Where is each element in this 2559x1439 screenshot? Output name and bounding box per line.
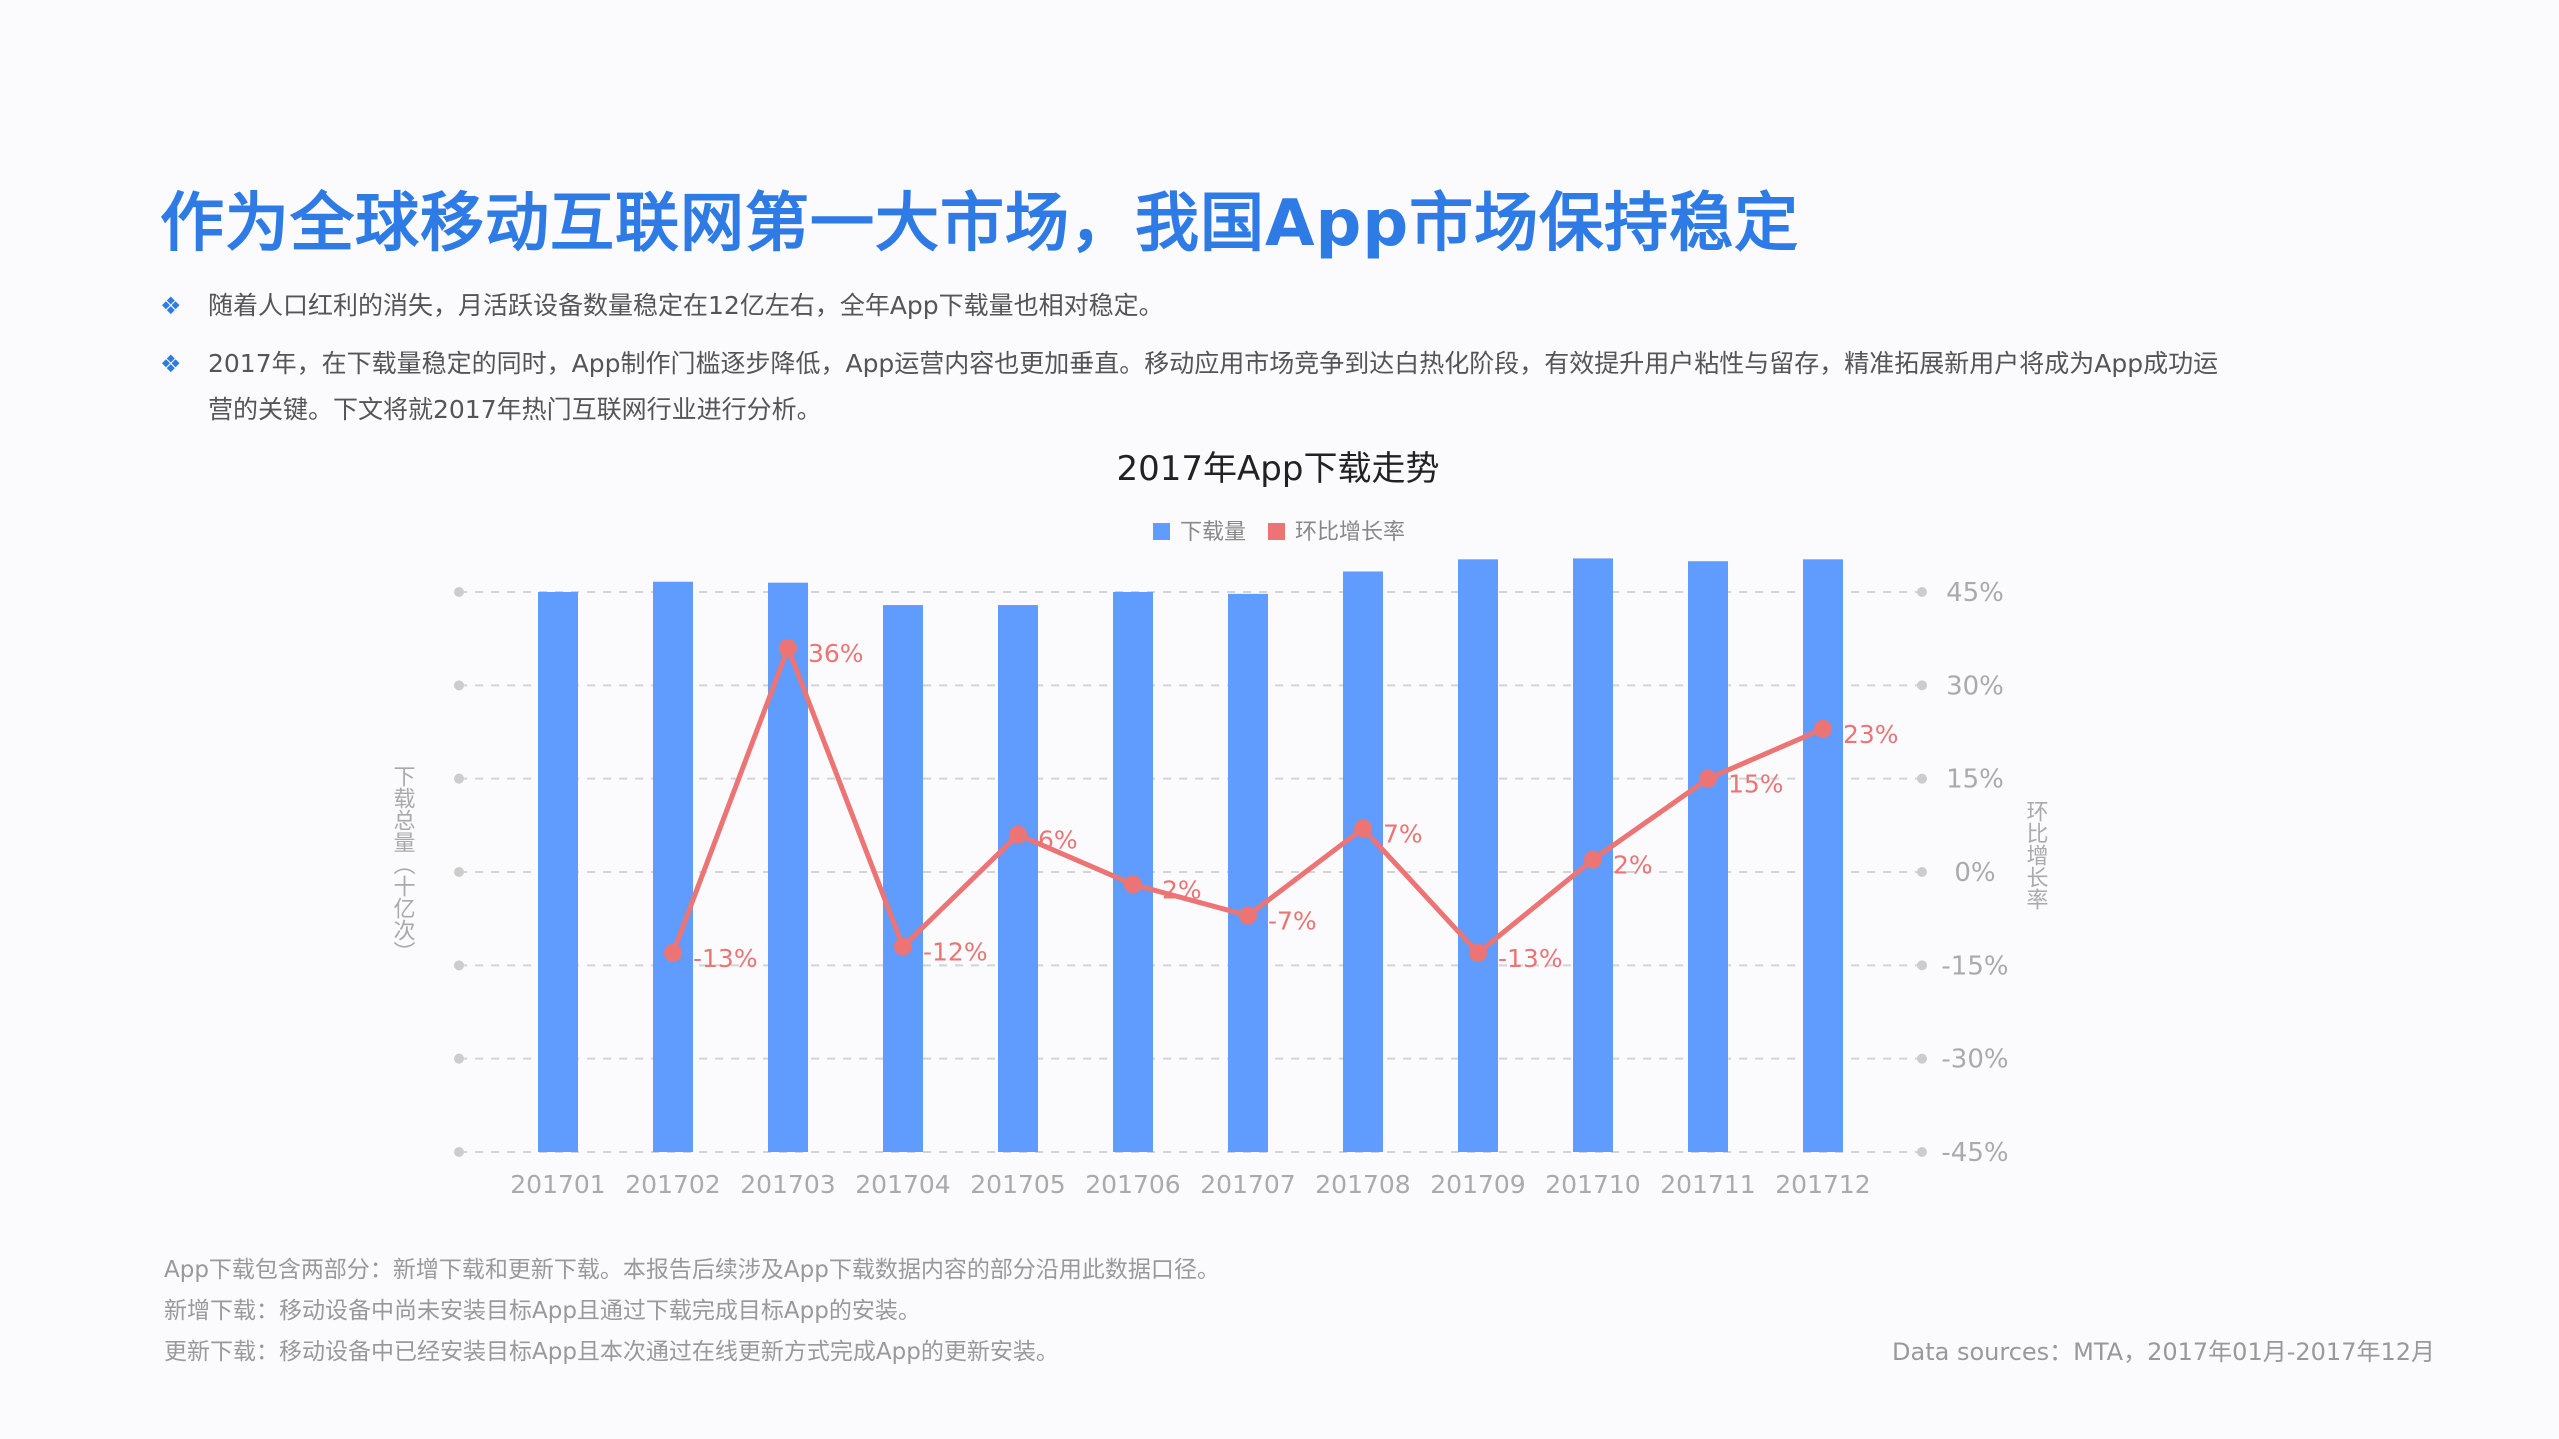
x-tick-label: 201704: [855, 1170, 950, 1199]
legend-swatch-bar: [1153, 523, 1170, 540]
growth-point-201707: [1239, 906, 1257, 925]
growth-data-label: 6%: [1038, 826, 1078, 855]
page-title: 作为全球移动互联网第一大市场，我国App市场保持稳定: [160, 187, 1800, 261]
growth-data-label: -13%: [693, 944, 758, 973]
axis-dot-left: [454, 773, 464, 784]
x-tick-label: 201708: [1315, 1170, 1410, 1199]
axis-dot-right: [1917, 1053, 1927, 1064]
y-axis-right-title: 环比增长率: [2023, 800, 2049, 910]
growth-point-201710: [1584, 850, 1602, 869]
y-tick-label-right: 30%: [1946, 671, 2004, 701]
bullet-item: ❖ 2017年，在下载量稳定的同时，App制作门槛逐步降低，App运营内容也更加…: [160, 341, 2220, 433]
axis-dot-left: [454, 680, 464, 691]
bar-201708: [1343, 571, 1383, 1152]
y-axis-left-title: 下载总量（十亿次）: [390, 765, 416, 963]
axis-dot-right: [1917, 773, 1927, 784]
legend-swatch-line: [1268, 523, 1285, 540]
y-tick-label-right: -30%: [1941, 1045, 2008, 1075]
bar-201703: [768, 582, 808, 1152]
legend-label-line: 环比增长率: [1295, 520, 1405, 545]
y-tick-label-right: -45%: [1941, 1138, 2008, 1168]
growth-point-201708: [1354, 819, 1372, 838]
axis-dot-right: [1917, 960, 1927, 971]
footer-note: App下载包含两部分：新增下载和更新下载。本报告后续涉及App下载数据内容的部分…: [164, 1257, 1220, 1283]
bar-201711: [1688, 561, 1728, 1152]
bullet-item: ❖ 随着人口红利的消失，月活跃设备数量稳定在12亿左右，全年App下载量也相对稳…: [160, 283, 2220, 329]
legend-label-bar: 下载量: [1180, 520, 1246, 545]
x-tick-label: 201706: [1085, 1170, 1180, 1199]
footer-note: 更新下载：移动设备中已经安装目标App且本次通过在线更新方式完成App的更新安装…: [164, 1339, 1059, 1365]
growth-point-201702: [664, 943, 682, 962]
x-tick-label: 201705: [970, 1170, 1065, 1199]
growth-point-201711: [1699, 769, 1717, 788]
axis-dot-left: [454, 1147, 464, 1157]
y-tick-label-right: -15%: [1941, 951, 2008, 981]
growth-point-201712: [1814, 719, 1832, 738]
bar-201712: [1803, 559, 1843, 1152]
axis-dot-right: [1917, 680, 1927, 691]
x-tick-label: 201703: [740, 1170, 835, 1199]
bar-201706: [1113, 592, 1153, 1152]
growth-data-label: -12%: [923, 938, 988, 967]
growth-data-label: 36%: [808, 639, 864, 668]
x-tick-label: 201702: [625, 1170, 720, 1199]
x-tick-label: 201710: [1545, 1170, 1640, 1199]
legend: 下载量 环比增长率: [1153, 520, 1405, 545]
footer-note: 新增下载：移动设备中尚未安装目标App且通过下载完成目标App的安装。: [164, 1298, 921, 1324]
growth-point-201706: [1124, 875, 1142, 894]
diamond-bullet-icon: ❖: [160, 292, 182, 320]
growth-point-201703: [779, 639, 797, 657]
growth-point-201704: [894, 937, 912, 956]
growth-data-label: -13%: [1498, 944, 1563, 973]
growth-data-label: 15%: [1728, 770, 1784, 799]
bar-201702: [653, 581, 693, 1152]
x-tick-label: 201701: [510, 1170, 605, 1199]
bar-201704: [883, 605, 923, 1152]
bar-201705: [998, 605, 1038, 1152]
growth-data-label: 2%: [1613, 851, 1653, 880]
growth-data-label: -7%: [1268, 907, 1317, 936]
axis-dot-left: [454, 587, 464, 597]
diamond-bullet-icon: ❖: [160, 350, 182, 378]
axis-dot-right: [1917, 1147, 1927, 1157]
growth-point-201705: [1009, 825, 1027, 844]
chart-title: 2017年App下载走势: [1117, 449, 1440, 489]
axis-dot-right: [1917, 587, 1927, 597]
axis-dot-left: [454, 1053, 464, 1064]
growth-data-label: -2%: [1153, 875, 1202, 904]
y-tick-label-right: 45%: [1946, 578, 2004, 608]
y-tick-label-right: 0%: [1954, 858, 1995, 888]
bar-201709: [1458, 559, 1498, 1152]
growth-point-201709: [1469, 943, 1487, 962]
growth-data-label: 7%: [1383, 819, 1423, 848]
axis-dot-right: [1917, 867, 1927, 877]
x-tick-label: 201707: [1200, 1170, 1295, 1199]
data-source: Data sources：MTA，2017年01月-2017年12月: [1892, 1338, 2435, 1366]
bullet-text: 随着人口红利的消失，月活跃设备数量稳定在12亿左右，全年App下载量也相对稳定。: [208, 291, 1164, 320]
bar-201701: [538, 592, 578, 1152]
x-tick-label: 201711: [1660, 1170, 1755, 1199]
x-tick-label: 201712: [1775, 1170, 1870, 1199]
x-tick-label: 201709: [1430, 1170, 1525, 1199]
growth-data-label: 23%: [1843, 720, 1899, 749]
y-tick-label-right: 15%: [1946, 765, 2004, 795]
axis-dot-left: [454, 867, 464, 877]
bar-201707: [1228, 593, 1268, 1152]
bullet-text: 2017年，在下载量稳定的同时，App制作门槛逐步降低，App运营内容也更加垂直…: [208, 349, 2219, 424]
axis-dot-left: [454, 960, 464, 971]
